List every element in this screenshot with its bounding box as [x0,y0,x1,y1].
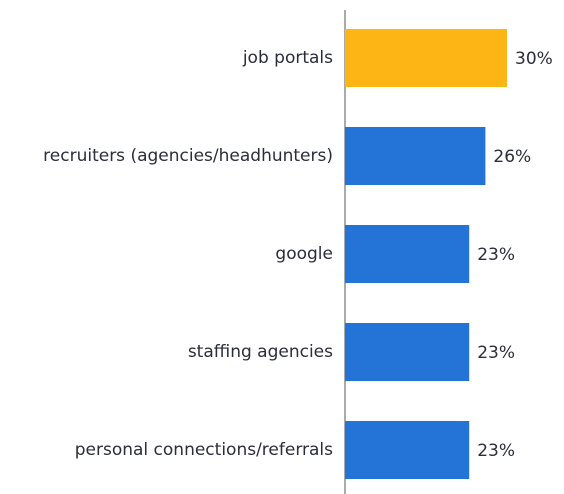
category-label: personal connections/referrals [75,440,333,460]
bar [345,421,470,479]
value-label: 23% [477,245,515,265]
category-label: google [275,244,333,264]
value-label: 30% [515,49,553,69]
bar [345,323,470,381]
category-label: recruiters (agencies/headhunters) [43,146,333,166]
category-label: job portals [242,48,333,68]
value-label: 23% [477,343,515,363]
value-label: 23% [477,441,515,461]
bar [345,127,486,185]
bar [345,225,470,283]
value-label: 26% [493,147,531,167]
bar [345,29,507,87]
category-label: staffing agencies [188,342,333,362]
